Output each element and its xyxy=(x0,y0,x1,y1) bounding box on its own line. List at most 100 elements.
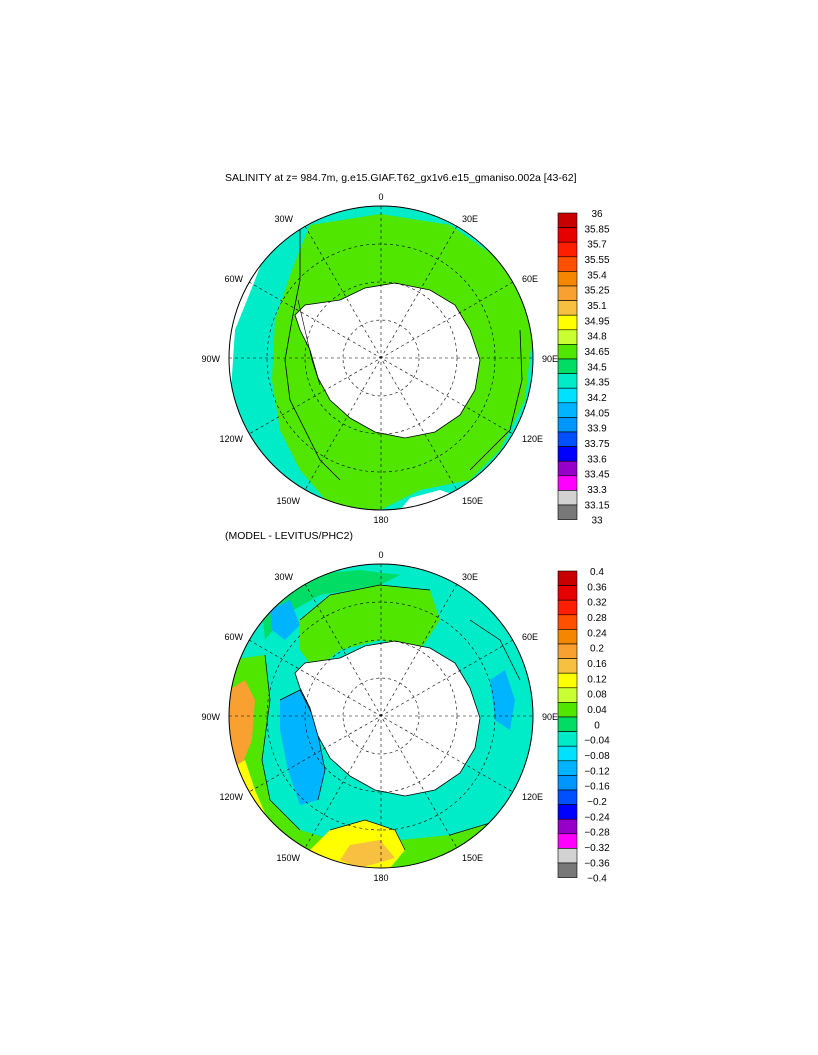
colorbar-label: 34.65 xyxy=(584,347,609,358)
lon-label-0: 0 xyxy=(378,550,383,560)
colorbar-label: 33.15 xyxy=(584,500,609,511)
colorbar-label: 34.5 xyxy=(587,362,607,373)
colorbar-label: 35.7 xyxy=(587,240,607,251)
lon-label-150w: 150W xyxy=(276,496,300,506)
colorbar-swatch xyxy=(557,745,578,762)
colorbar-swatch xyxy=(557,585,578,601)
colorbar-label: 33.6 xyxy=(587,454,607,465)
colorbar: 0.4 0.36 0.32 0.28 0.24 0.2 0.16 0.12 0.08 0.04 0 −… xyxy=(557,567,610,885)
lon-label-120e: 120E xyxy=(522,792,543,802)
colorbar-swatch xyxy=(557,672,578,689)
colorbar-label: 33.75 xyxy=(584,439,609,450)
colorbar-swatch xyxy=(557,775,578,791)
colorbar-label: 35.25 xyxy=(584,286,609,297)
colorbar-label: −0.16 xyxy=(584,782,610,793)
colorbar-swatch xyxy=(557,460,578,477)
colorbar-swatch xyxy=(557,629,578,645)
lon-label-180: 180 xyxy=(373,515,388,525)
colorbar-swatch xyxy=(557,314,578,331)
colorbar-swatch xyxy=(557,760,578,776)
colorbar-label: 33.9 xyxy=(587,424,607,435)
colorbar-swatch xyxy=(557,402,578,418)
lon-label-30w: 30W xyxy=(274,572,293,582)
colorbar-label: 34.95 xyxy=(584,316,609,327)
lon-label-30e: 30E xyxy=(462,572,478,582)
colorbar-swatch xyxy=(557,716,578,732)
colorbar-swatch xyxy=(557,271,578,287)
lon-label-90w: 90W xyxy=(201,354,220,364)
colorbar-label: 0.4 xyxy=(590,567,604,578)
lon-label-60e: 60E xyxy=(522,274,538,284)
colorbar-swatch xyxy=(557,212,578,228)
colorbar-label: −0.24 xyxy=(584,812,610,823)
colorbar-swatch xyxy=(557,702,578,718)
colorbar-label: 35.55 xyxy=(584,255,609,266)
colorbar-label: 0.24 xyxy=(587,628,607,639)
antarctica xyxy=(294,282,481,439)
colorbar-label: 0.08 xyxy=(587,690,607,701)
colorbar-label: 35.85 xyxy=(584,224,609,235)
colorbar-label: 34.2 xyxy=(587,393,607,404)
longitude-labels: 0 30W 30E 60W 60E 90W 90E 120W 120E 150W… xyxy=(201,192,558,525)
panel-title: (MODEL - LEVITUS/PHC2) xyxy=(225,530,353,542)
colorbar-label: −0.32 xyxy=(584,843,610,854)
colorbar-label: −0.08 xyxy=(584,751,610,762)
colorbar-swatch xyxy=(557,731,578,747)
lon-label-150e: 150E xyxy=(462,496,483,506)
colorbar-label: 34.8 xyxy=(587,332,607,343)
colorbar-label: 35.1 xyxy=(587,301,607,312)
lon-label-90w: 90W xyxy=(201,712,220,722)
colorbar-label: −0.12 xyxy=(584,766,610,777)
colorbar-swatch xyxy=(557,862,578,878)
colorbar: 36 35.85 35.7 35.55 35.4 35.25 35.1 34.95 34.8 34… xyxy=(557,209,610,527)
colorbar-swatch xyxy=(557,358,578,374)
colorbar-swatch xyxy=(557,285,578,301)
lon-label-60e: 60E xyxy=(522,632,538,642)
colorbar-swatch xyxy=(557,475,578,491)
colorbar-swatch xyxy=(557,804,578,820)
field-orange xyxy=(229,680,255,770)
colorbar-swatch xyxy=(557,789,578,805)
antarctica xyxy=(294,640,481,797)
lon-label-60w: 60W xyxy=(224,274,243,284)
colorbar-swatch xyxy=(557,614,578,630)
colorbar-swatch xyxy=(557,373,578,389)
colorbar-swatch xyxy=(557,833,578,849)
colorbar-label: 0.36 xyxy=(587,582,607,593)
lon-label-30w: 30W xyxy=(274,214,293,224)
lon-label-0: 0 xyxy=(378,192,383,202)
colorbar-swatch xyxy=(557,658,578,674)
lon-label-150e: 150E xyxy=(462,853,483,863)
colorbar-swatch xyxy=(557,329,578,345)
colorbar-swatch xyxy=(557,300,578,316)
colorbar-label: 33 xyxy=(591,516,603,527)
colorbar-swatch xyxy=(557,490,578,506)
colorbar-swatch xyxy=(557,417,578,433)
colorbar-swatch xyxy=(557,446,578,462)
lon-label-90e: 90E xyxy=(542,712,558,722)
panel-title: SALINITY at z= 984.7m, g.e15.GIAF.T62_gx… xyxy=(225,172,577,184)
colorbar-swatch xyxy=(557,256,578,272)
colorbar-swatch xyxy=(557,599,578,616)
lon-label-120w: 120W xyxy=(219,792,243,802)
lon-label-150w: 150W xyxy=(276,853,300,863)
colorbar-label: 33.45 xyxy=(584,470,609,481)
colorbar-label: 0.32 xyxy=(587,598,607,609)
polar-map xyxy=(228,563,534,869)
lon-label-180: 180 xyxy=(373,873,388,883)
colorbar-label: 36 xyxy=(591,209,603,220)
longitude-labels: 0 30W 30E 60W 60E 90W 90E 120W 120E 150W… xyxy=(201,550,558,883)
colorbar-swatch xyxy=(557,848,578,864)
colorbar-label: 34.35 xyxy=(584,378,609,389)
colorbar-label: 0.16 xyxy=(587,659,607,670)
colorbar-swatch xyxy=(557,643,578,659)
colorbar-label: 0.2 xyxy=(590,644,604,655)
colorbar-swatch xyxy=(557,570,578,586)
colorbar-swatch xyxy=(557,344,578,360)
colorbar-swatch xyxy=(557,818,578,835)
colorbar-swatch xyxy=(557,241,578,258)
colorbar-label: 0.28 xyxy=(587,613,607,624)
colorbar-label: −0.28 xyxy=(584,828,610,839)
colorbar-label: 0.12 xyxy=(587,674,607,685)
colorbar-swatch xyxy=(557,687,578,703)
